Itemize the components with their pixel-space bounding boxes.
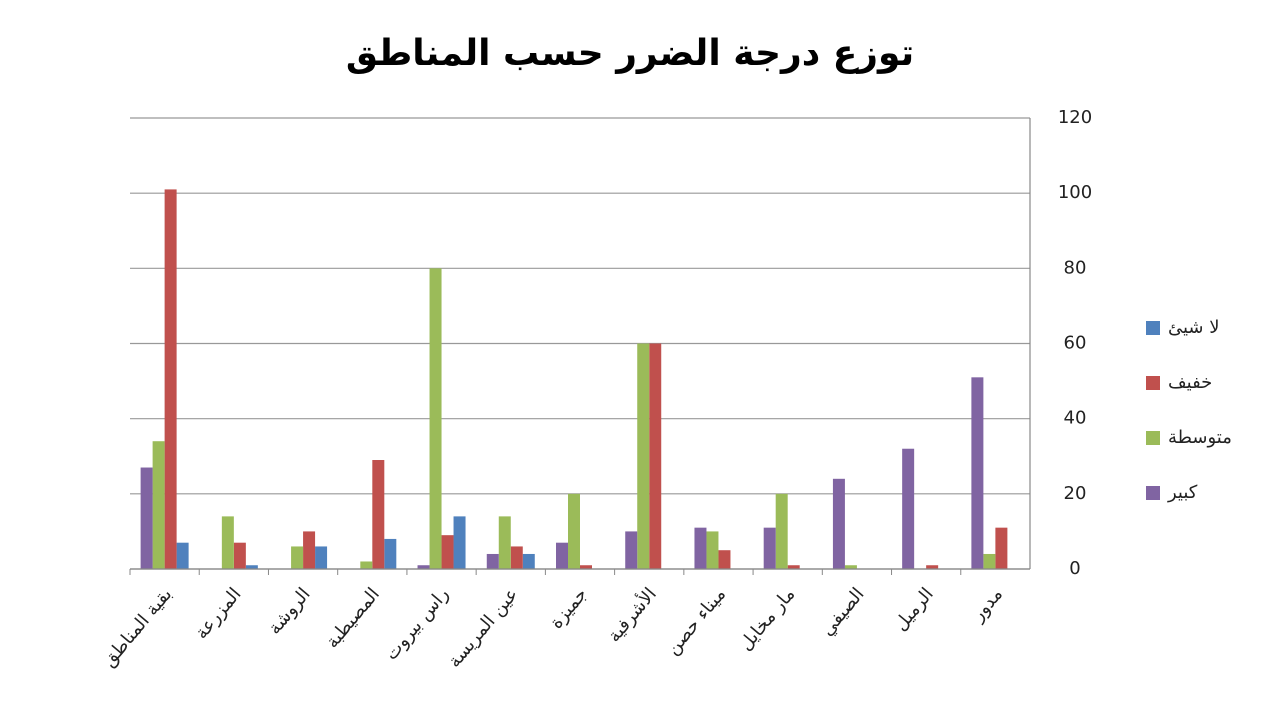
- bar: [360, 561, 373, 569]
- legend-swatch: [1146, 376, 1160, 390]
- bar: [694, 527, 707, 569]
- legend-label: خفيف: [1168, 372, 1212, 393]
- x-tick-label: مدور: [967, 584, 1007, 626]
- y-tick-label: 40: [1064, 408, 1087, 429]
- bar: [245, 565, 258, 569]
- y-tick-label: 20: [1064, 483, 1087, 504]
- bar: [556, 542, 568, 569]
- x-tick-label: الأشرفية: [603, 583, 661, 646]
- x-tick-label: المزرعة: [191, 584, 246, 643]
- bar: [140, 467, 153, 569]
- legend-label: كبير: [1167, 482, 1198, 503]
- x-tick-label: المصيطبة: [322, 584, 384, 652]
- x-tick-label: مار مخايل: [735, 584, 799, 655]
- x-tick-label: بقية المناطق: [98, 584, 176, 671]
- y-tick-label: 120: [1058, 107, 1092, 128]
- bar: [649, 343, 662, 569]
- bar: [983, 553, 996, 569]
- bar: [315, 546, 328, 569]
- bar: [706, 531, 719, 569]
- bar: [384, 538, 397, 569]
- x-tick-label: جميزة: [546, 584, 592, 633]
- bar: [995, 527, 1008, 569]
- y-tick-label: 0: [1069, 558, 1080, 579]
- bar: [372, 460, 385, 569]
- bar: [498, 516, 511, 569]
- y-tick-label: 100: [1058, 182, 1092, 203]
- x-tick-label: الروشة: [264, 584, 315, 639]
- y-tick-label: 80: [1064, 257, 1087, 278]
- bar: [486, 553, 499, 569]
- x-tick-label: الصيفي: [817, 584, 869, 640]
- bar: [718, 550, 731, 569]
- bar: [580, 565, 592, 569]
- bar: [152, 441, 165, 569]
- x-tick-label: ميناء حصن: [662, 584, 730, 659]
- bar: [625, 531, 638, 569]
- bar: [164, 189, 177, 570]
- bar: [763, 527, 776, 569]
- bar: [787, 565, 800, 569]
- x-tick-label: عين المريسة: [444, 584, 523, 672]
- bar: [417, 565, 430, 569]
- legend-swatch: [1146, 431, 1160, 445]
- y-tick-label: 60: [1064, 333, 1087, 354]
- x-tick-label: راس بيروت: [381, 584, 453, 664]
- bar: [902, 448, 915, 569]
- bar: [176, 542, 189, 569]
- bar: [429, 268, 442, 569]
- legend-swatch: [1146, 486, 1160, 500]
- bar: [441, 535, 454, 569]
- x-tick-label: الرميل: [890, 584, 938, 635]
- legend-swatch: [1146, 321, 1160, 335]
- bar: [832, 478, 845, 569]
- bar: [522, 553, 535, 569]
- bar: [233, 542, 246, 569]
- bar: [510, 546, 523, 569]
- chart-title: توزع درجة الضرر حسب المناطق: [346, 33, 914, 74]
- bar: [775, 493, 788, 569]
- bar: [453, 516, 466, 569]
- bar: [303, 531, 316, 569]
- bar: [291, 546, 304, 569]
- legend-label: لا شيئ: [1168, 317, 1220, 338]
- bar: [568, 493, 580, 569]
- bar: [637, 343, 650, 569]
- bar: [926, 565, 939, 569]
- bar: [844, 565, 857, 569]
- legend-label: متوسطة: [1168, 427, 1232, 448]
- bar: [221, 516, 234, 569]
- bar: [971, 377, 984, 569]
